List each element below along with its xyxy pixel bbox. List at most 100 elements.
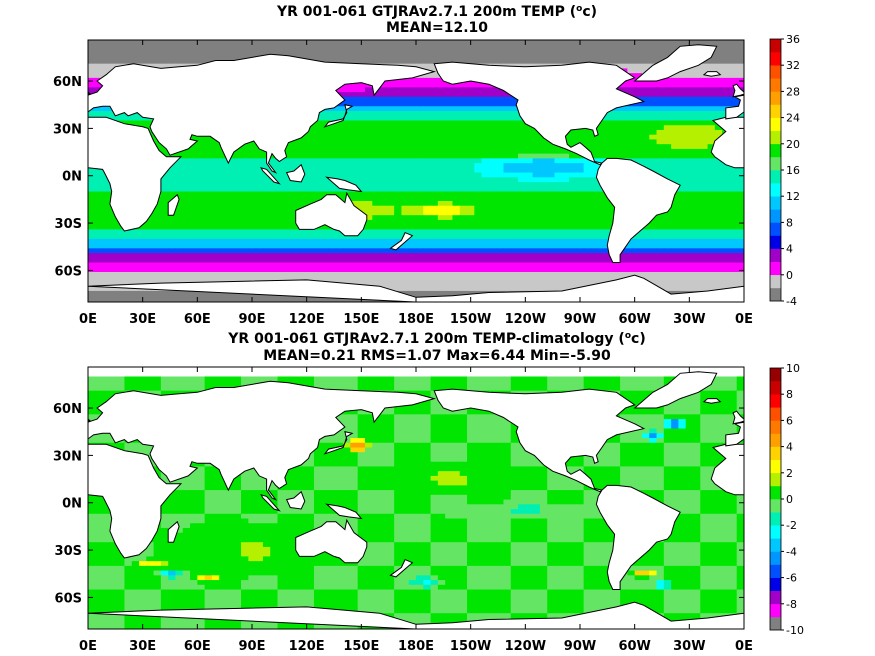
heatmap-cell — [226, 210, 235, 216]
heatmap-cell — [532, 139, 541, 145]
heatmap-cell — [364, 54, 373, 60]
heatmap-cell — [481, 158, 490, 164]
heatmap-cell — [357, 257, 366, 264]
heatmap-cell — [656, 234, 665, 240]
heatmap-cell — [430, 286, 439, 292]
heatmap-cell — [204, 262, 213, 268]
heatmap-cell — [350, 196, 359, 202]
heatmap-cell — [182, 196, 191, 202]
heatmap-cell — [722, 96, 731, 103]
heatmap-cell — [714, 229, 723, 235]
heatmap-cell — [211, 295, 220, 302]
heatmap-cell — [219, 205, 228, 212]
heatmap-cell — [153, 54, 162, 60]
heatmap-cell — [364, 200, 373, 207]
heatmap-cell — [321, 191, 330, 197]
heatmap-cell — [685, 115, 694, 122]
heatmap-cell — [292, 158, 300, 164]
heatmap-cell — [226, 191, 235, 197]
heatmap-cell — [576, 186, 585, 193]
heatmap-cell — [649, 134, 658, 141]
heatmap-cell — [241, 196, 249, 202]
heatmap-cell — [372, 148, 381, 155]
heatmap-cell — [510, 210, 519, 216]
heatmap-cell — [109, 63, 118, 70]
heatmap-cell — [306, 182, 315, 188]
heatmap-cell — [335, 243, 344, 249]
heatmap-cell — [88, 177, 96, 183]
heatmap-cell — [277, 243, 286, 249]
heatmap-cell — [445, 200, 454, 207]
heatmap-cell — [532, 40, 541, 46]
heatmap-cell — [532, 191, 541, 197]
heatmap-cell — [539, 54, 548, 60]
heatmap-cell — [707, 215, 716, 221]
heatmap-cell — [364, 92, 373, 98]
heatmap-cell — [459, 120, 468, 126]
heatmap-cell — [707, 58, 716, 65]
heatmap-cell — [481, 163, 490, 169]
heatmap-cell — [190, 300, 198, 302]
heatmap-cell — [102, 200, 111, 207]
heatmap-cell — [321, 44, 330, 51]
heatmap-cell — [510, 262, 519, 268]
heatmap-cell — [518, 243, 526, 249]
heatmap-cell — [547, 272, 556, 278]
heatmap-cell — [598, 148, 607, 155]
heatmap-cell — [649, 224, 658, 230]
heatmap-cell — [219, 40, 228, 46]
heatmap-cell — [197, 300, 206, 302]
heatmap-cell — [350, 101, 359, 107]
heatmap-cell — [95, 224, 104, 230]
heatmap-cell — [459, 87, 468, 93]
heatmap-cell — [583, 163, 592, 169]
heatmap-cell — [357, 44, 366, 51]
heatmap-cell — [124, 234, 133, 240]
heatmap-cell — [284, 177, 293, 183]
heatmap-cell — [452, 234, 461, 240]
heatmap-cell — [88, 182, 96, 188]
heatmap-cell — [364, 262, 373, 268]
heatmap-cell — [467, 248, 475, 254]
heatmap-cell — [401, 87, 410, 93]
heatmap-cell — [590, 177, 599, 183]
heatmap-cell — [379, 219, 388, 226]
heatmap-cell — [590, 172, 599, 178]
heatmap-cell — [117, 300, 126, 302]
heatmap-cell — [656, 54, 665, 60]
heatmap-cell — [590, 219, 599, 226]
heatmap-cell — [656, 49, 665, 55]
heatmap-cell — [372, 257, 381, 264]
heatmap-cell — [525, 186, 534, 193]
heatmap-cell — [467, 234, 475, 240]
heatmap-cell — [554, 148, 563, 155]
heatmap-cell — [372, 129, 381, 136]
heatmap-cell — [488, 49, 497, 55]
heatmap-cell — [634, 101, 643, 107]
heatmap-cell — [386, 177, 395, 183]
heatmap-cell — [233, 267, 242, 273]
heatmap-cell — [401, 200, 410, 207]
heatmap-cell — [583, 210, 592, 216]
heatmap-cell — [656, 134, 665, 141]
heatmap-cell — [692, 219, 701, 226]
heatmap-cell — [627, 68, 636, 74]
heatmap-cell — [284, 219, 293, 226]
heatmap-cell — [160, 182, 169, 188]
heatmap-cell — [678, 77, 687, 84]
heatmap-cell — [160, 196, 169, 202]
heatmap-cell — [88, 167, 96, 174]
heatmap-cell — [729, 77, 738, 84]
heatmap-cell — [430, 167, 439, 174]
heatmap-cell — [394, 115, 403, 122]
heatmap-cell — [641, 153, 650, 159]
heatmap-cell — [124, 276, 133, 283]
heatmap-cell — [620, 253, 628, 259]
heatmap-cell — [204, 196, 213, 202]
heatmap-cell — [525, 172, 534, 178]
heatmap-cell — [357, 139, 366, 145]
heatmap-cell — [605, 267, 614, 273]
heatmap-cell — [372, 92, 381, 98]
heatmap-cell — [561, 286, 570, 292]
heatmap-cell — [474, 234, 483, 240]
